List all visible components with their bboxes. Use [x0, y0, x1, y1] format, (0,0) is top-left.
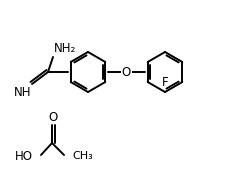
Text: CH₃: CH₃: [72, 151, 93, 161]
Text: F: F: [162, 76, 168, 89]
Text: NH₂: NH₂: [54, 42, 76, 55]
Text: O: O: [48, 111, 58, 124]
Text: HO: HO: [15, 149, 33, 162]
Text: O: O: [122, 66, 131, 79]
Text: NH: NH: [13, 86, 31, 99]
